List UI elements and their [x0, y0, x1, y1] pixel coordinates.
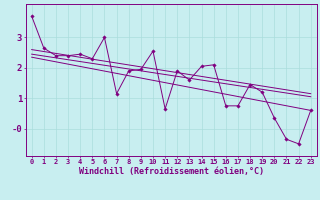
X-axis label: Windchill (Refroidissement éolien,°C): Windchill (Refroidissement éolien,°C): [79, 167, 264, 176]
